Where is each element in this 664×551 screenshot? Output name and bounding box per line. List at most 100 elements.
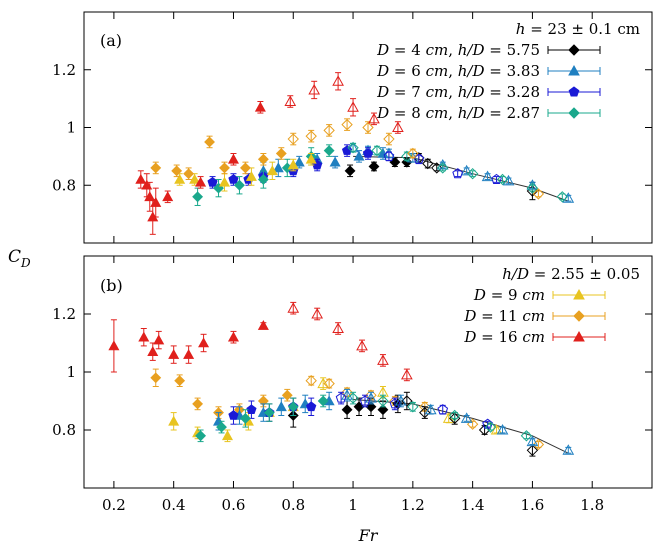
data-point-open	[424, 403, 437, 415]
panel-b: 0.8 1 1.2 0.2 0.4 0.6 0.8 1 1.2 1.4 1.6 1.8 (b) h/D =…	[52, 255, 653, 514]
data-point-open	[401, 368, 413, 380]
data-point-open	[442, 412, 455, 423]
data-point	[353, 150, 365, 161]
data-point	[174, 173, 186, 184]
data-point	[204, 136, 215, 148]
x-tick-label: 1.6	[520, 496, 544, 514]
data-point-open	[323, 377, 335, 390]
data-point-open	[359, 395, 371, 406]
data-point-open	[460, 164, 473, 176]
data-point-open	[389, 398, 401, 409]
data-point-open	[490, 423, 503, 435]
data-point	[150, 372, 162, 384]
data-point-open	[448, 409, 461, 422]
data-point	[266, 165, 278, 176]
data-point	[150, 196, 162, 207]
data-point-open	[491, 173, 502, 184]
data-point	[293, 156, 305, 167]
series	[150, 118, 545, 200]
x-tick-label: 1.4	[461, 496, 485, 514]
data-point-open	[305, 130, 317, 142]
data-point	[275, 148, 287, 159]
data-point	[329, 156, 341, 167]
data-point	[198, 337, 210, 348]
legend-header: h/D = 2.55 ± 0.05	[502, 265, 640, 283]
data-point	[257, 319, 269, 330]
data-point	[245, 170, 257, 181]
data-point-open	[481, 170, 494, 182]
data-point-open	[365, 392, 377, 403]
data-point-open	[407, 401, 419, 413]
data-point	[368, 161, 380, 172]
panel-label: (a)	[100, 31, 122, 50]
legend-entry: D = 7 cm, h/D = 3.28	[376, 83, 540, 101]
data-point-open	[466, 167, 479, 180]
legend-marker	[573, 310, 585, 322]
data-point	[227, 153, 239, 164]
x-tick-label: 1.2	[401, 496, 425, 514]
data-point	[306, 401, 317, 412]
data-point	[153, 334, 165, 345]
data-point	[287, 159, 299, 170]
data-point	[263, 407, 275, 419]
data-point-open	[377, 354, 389, 365]
data-point	[254, 101, 266, 112]
data-point	[150, 162, 162, 174]
legend-marker	[573, 330, 585, 342]
legend-entry: D = 4 cm, h/D = 5.75	[376, 41, 540, 59]
data-point	[192, 398, 204, 410]
data-point-open	[332, 322, 344, 333]
data-point-open	[287, 302, 300, 313]
data-point-open	[482, 418, 493, 429]
data-point-open	[407, 147, 419, 160]
y-tick-label: 1	[66, 119, 76, 137]
y-tick-label: 1.2	[52, 61, 76, 79]
data-point	[272, 162, 284, 173]
fit-line	[353, 155, 569, 202]
y-tick-label: 1	[66, 363, 76, 381]
data-point-open	[526, 435, 539, 447]
legend-marker	[568, 107, 580, 119]
data-point	[195, 176, 207, 187]
series	[344, 152, 539, 201]
data-point-open	[452, 168, 463, 179]
data-point-open	[395, 394, 407, 406]
y-tick-label: 1.2	[52, 305, 76, 323]
y-tick-label: 0.8	[52, 421, 76, 439]
x-tick-label: 1.8	[580, 496, 604, 514]
data-point-open	[377, 395, 389, 407]
data-point	[240, 412, 251, 424]
data-point	[218, 176, 231, 187]
series	[135, 72, 404, 235]
data-point	[275, 401, 287, 412]
data-point	[257, 174, 269, 185]
data-point-open	[323, 124, 335, 137]
data-point	[183, 168, 195, 180]
data-point-open	[556, 191, 569, 203]
data-point	[221, 430, 234, 441]
data-point	[344, 165, 356, 177]
data-point	[216, 421, 227, 433]
data-point-open	[526, 182, 539, 194]
data-point-open	[284, 95, 297, 107]
data-point	[171, 165, 183, 177]
series	[174, 152, 317, 192]
y-tick-label: 0.8	[52, 176, 76, 194]
data-point-open	[332, 75, 344, 86]
data-point	[144, 191, 156, 202]
legend-marker	[568, 64, 580, 76]
data-point	[227, 331, 239, 342]
data-point-open	[401, 150, 413, 163]
legend-entry: D = 8 cm, h/D = 2.87	[376, 104, 540, 122]
data-point-open	[496, 423, 509, 435]
fit-line	[353, 399, 569, 454]
legend-entry: D = 11 cm	[463, 307, 545, 325]
x-tick-label: 0.4	[162, 496, 186, 514]
data-point	[138, 331, 150, 342]
data-point-open	[305, 374, 317, 387]
data-point	[246, 404, 257, 414]
legend-marker	[573, 288, 585, 300]
data-point	[228, 174, 239, 184]
data-point-open	[335, 392, 347, 403]
